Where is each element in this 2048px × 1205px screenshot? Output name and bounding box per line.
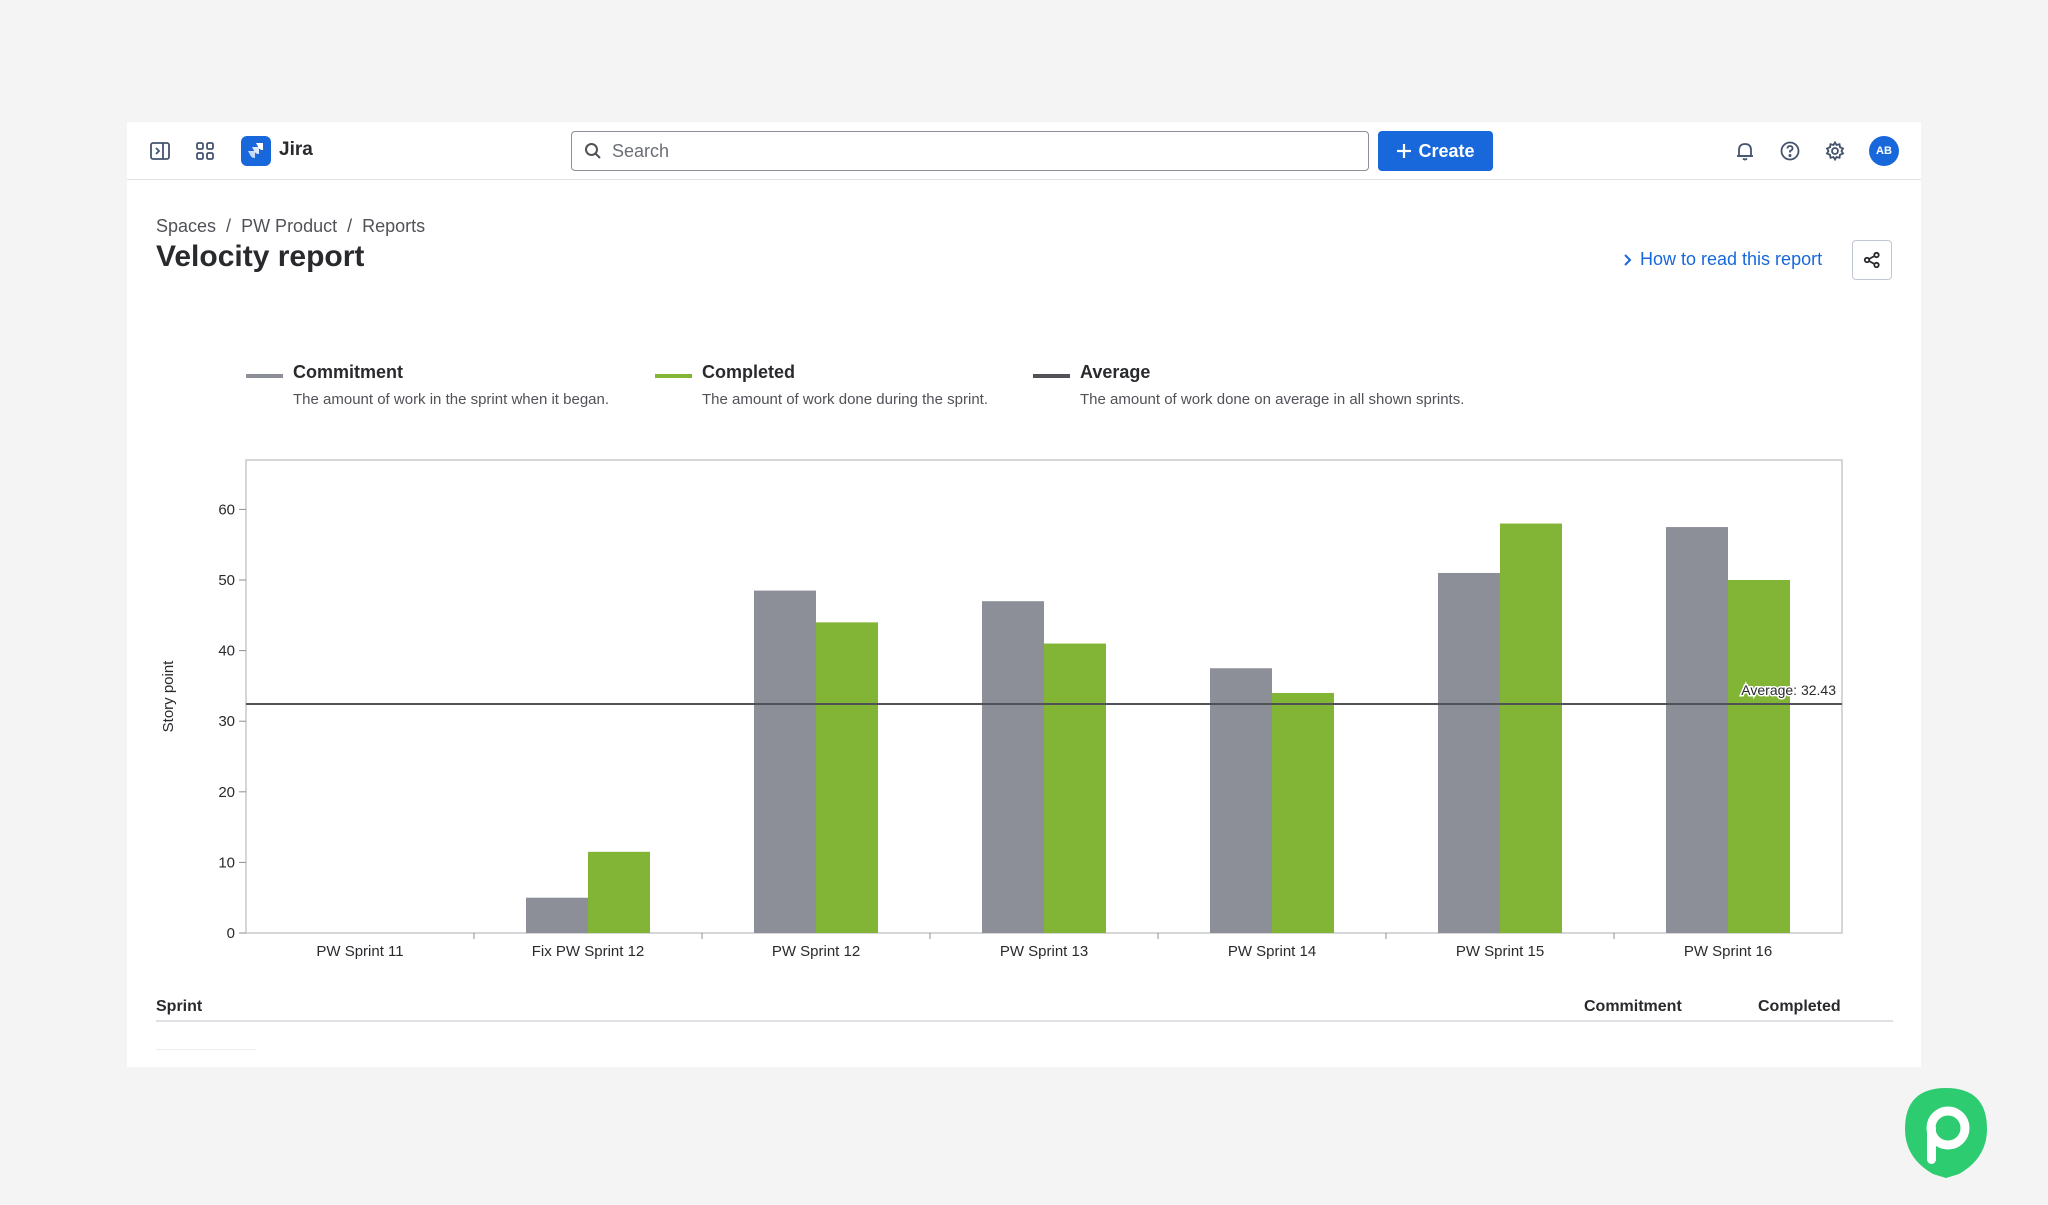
bar-commitment-3 xyxy=(754,590,816,933)
legend-item-commitment: Commitment The amount of work in the spr… xyxy=(246,362,609,408)
legend-description: The amount of work in the sprint when it… xyxy=(293,391,610,408)
jira-window: Jira Create xyxy=(127,122,1921,1067)
breadcrumb-separator: / xyxy=(226,216,232,236)
bar-commitment-2 xyxy=(526,897,588,933)
y-tick-label: 40 xyxy=(218,643,235,660)
y-tick-label: 10 xyxy=(218,854,235,871)
legend-swatch-commitment xyxy=(246,374,283,378)
x-tick-label: PW Sprint 11 xyxy=(316,943,403,960)
average-label: Average: 32.43 xyxy=(1741,682,1836,698)
bar-completed-4 xyxy=(1044,643,1106,933)
breadcrumb-separator: / xyxy=(347,216,353,236)
sidebar-toggle-icon[interactable] xyxy=(145,136,175,166)
legend-name: Average xyxy=(1080,362,1151,382)
legend-name: Completed xyxy=(702,362,796,382)
chevron-right-icon xyxy=(1624,253,1632,266)
jira-logo-icon[interactable] xyxy=(241,136,271,166)
x-tick-label: PW Sprint 12 xyxy=(772,943,860,960)
x-tick-label: PW Sprint 14 xyxy=(1228,943,1316,960)
breadcrumb-reports[interactable]: Reports xyxy=(362,216,426,236)
y-axis-label: Story point xyxy=(160,660,177,733)
share-icon xyxy=(1863,251,1880,269)
legend-item-average: Average The amount of work done on avera… xyxy=(1033,362,1464,408)
how-to-read-link[interactable]: How to read this report xyxy=(1622,249,1822,270)
create-label: Create xyxy=(1418,140,1475,161)
bar-commitment-4 xyxy=(982,601,1044,933)
y-tick-label: 20 xyxy=(218,784,235,801)
help-icon[interactable] xyxy=(1775,136,1805,166)
top-navigation: Jira Create xyxy=(127,122,1921,180)
x-tick-label: PW Sprint 13 xyxy=(1000,943,1088,960)
share-button[interactable] xyxy=(1852,240,1892,280)
app-name[interactable]: Jira xyxy=(279,139,313,160)
bar-commitment-7 xyxy=(1666,527,1728,933)
how-to-read-label: How to read this report xyxy=(1640,249,1823,269)
bar-completed-7 xyxy=(1728,580,1790,933)
legend-swatch-completed xyxy=(655,374,692,378)
bar-completed-3 xyxy=(816,622,878,933)
legend-description: The amount of work done on average in al… xyxy=(1080,391,1465,408)
bar-completed-6 xyxy=(1500,523,1562,933)
user-avatar[interactable]: AB xyxy=(1869,136,1899,166)
breadcrumb-pw-product[interactable]: PW Product xyxy=(241,216,338,236)
x-tick-label: Fix PW Sprint 12 xyxy=(532,943,645,960)
y-tick-label: 30 xyxy=(218,713,235,730)
breadcrumb-spaces[interactable]: Spaces xyxy=(156,216,217,236)
column-header-sprint[interactable]: Sprint xyxy=(156,998,203,1015)
x-tick-label: PW Sprint 16 xyxy=(1684,943,1772,960)
sprint-table-header: Sprint Commitment Completed xyxy=(156,992,1893,1022)
notifications-bell-icon[interactable] xyxy=(1730,136,1760,166)
search-box[interactable] xyxy=(571,131,1369,171)
page-title: Velocity report xyxy=(156,240,365,273)
y-tick-label: 50 xyxy=(218,572,235,589)
table-row-divider xyxy=(156,1049,256,1050)
x-tick-label: PW Sprint 15 xyxy=(1456,943,1544,960)
bar-completed-5 xyxy=(1272,692,1334,933)
velocity-chart: 0 10 20 30 40 50 60 Story point PW Sprint 11 Fix … xyxy=(160,459,1843,960)
legend-name: Commitment xyxy=(293,362,404,382)
breadcrumb: Spaces / PW Product / Reports xyxy=(156,216,425,237)
plus-icon xyxy=(1397,144,1412,158)
y-tick-label: 60 xyxy=(218,501,235,518)
app-switcher-icon[interactable] xyxy=(190,136,220,166)
create-button[interactable]: Create xyxy=(1378,131,1493,171)
bar-commitment-6 xyxy=(1438,572,1500,933)
y-tick-label: 0 xyxy=(227,925,235,942)
search-input[interactable] xyxy=(612,140,1332,162)
column-header-commitment[interactable]: Commitment xyxy=(1584,998,1682,1015)
settings-gear-icon[interactable] xyxy=(1820,136,1850,166)
corner-brand-logo-icon xyxy=(1905,1088,1987,1178)
legend-item-completed: Completed The amount of work done during… xyxy=(655,362,988,408)
legend-swatch-average xyxy=(1033,374,1070,378)
column-header-completed[interactable]: Completed xyxy=(1758,998,1841,1015)
bar-completed-2 xyxy=(588,851,650,933)
search-icon xyxy=(585,143,601,159)
bar-commitment-5 xyxy=(1210,668,1272,933)
legend-description: The amount of work done during the sprin… xyxy=(702,391,988,408)
